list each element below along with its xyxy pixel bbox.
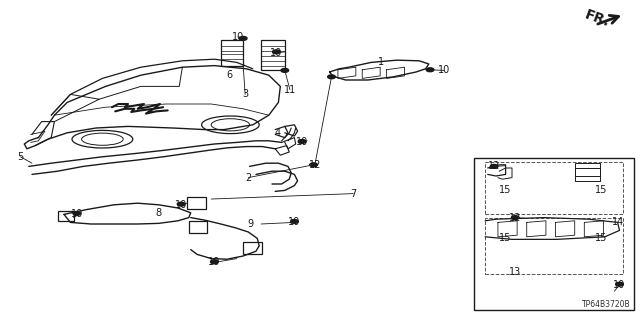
Text: 10: 10 bbox=[70, 209, 83, 219]
Text: 10: 10 bbox=[270, 48, 283, 58]
Text: TP64B3720B: TP64B3720B bbox=[582, 300, 630, 309]
Text: 7: 7 bbox=[350, 188, 356, 199]
Text: 10: 10 bbox=[288, 217, 301, 228]
Text: 12: 12 bbox=[308, 160, 321, 170]
Text: 10: 10 bbox=[438, 65, 451, 76]
Circle shape bbox=[310, 163, 317, 167]
Text: 15: 15 bbox=[595, 185, 608, 196]
Text: 1: 1 bbox=[378, 57, 384, 68]
Bar bbox=[485, 162, 623, 214]
Text: 10: 10 bbox=[296, 137, 308, 148]
Bar bbox=[474, 158, 634, 310]
Text: 4: 4 bbox=[275, 128, 281, 138]
Text: 3: 3 bbox=[242, 89, 248, 100]
Bar bbox=[575, 163, 600, 176]
Circle shape bbox=[426, 68, 434, 72]
Circle shape bbox=[291, 220, 298, 223]
Bar bbox=[485, 218, 623, 274]
Text: 13: 13 bbox=[509, 267, 522, 277]
Circle shape bbox=[73, 212, 81, 215]
Text: 15: 15 bbox=[499, 185, 512, 196]
Text: 6: 6 bbox=[226, 70, 232, 80]
Text: 12: 12 bbox=[509, 212, 522, 223]
Bar bbox=[575, 168, 600, 181]
Bar bbox=[221, 40, 243, 66]
Text: 10: 10 bbox=[232, 32, 244, 42]
Bar bbox=[189, 221, 207, 233]
Circle shape bbox=[511, 216, 519, 220]
Text: 2: 2 bbox=[245, 172, 252, 183]
Text: 15: 15 bbox=[499, 233, 512, 244]
Text: 5: 5 bbox=[17, 152, 24, 162]
Bar bbox=[187, 197, 206, 209]
Circle shape bbox=[298, 140, 306, 143]
Bar bbox=[261, 40, 285, 70]
Text: 10: 10 bbox=[208, 257, 221, 268]
Bar bbox=[58, 211, 74, 221]
Text: 14: 14 bbox=[611, 217, 624, 228]
Circle shape bbox=[490, 164, 498, 168]
Circle shape bbox=[211, 260, 218, 264]
Circle shape bbox=[177, 202, 185, 206]
Text: 11: 11 bbox=[284, 84, 296, 95]
Circle shape bbox=[328, 75, 335, 79]
Circle shape bbox=[273, 50, 280, 54]
Circle shape bbox=[616, 282, 623, 286]
Text: 10: 10 bbox=[613, 280, 626, 290]
Text: 12: 12 bbox=[488, 161, 500, 172]
Bar bbox=[243, 242, 262, 254]
Text: 10: 10 bbox=[175, 200, 188, 210]
Circle shape bbox=[239, 36, 247, 40]
Text: FR.: FR. bbox=[582, 8, 611, 29]
Text: 15: 15 bbox=[595, 233, 608, 244]
Circle shape bbox=[281, 68, 289, 72]
Text: 9: 9 bbox=[248, 219, 254, 229]
Text: 8: 8 bbox=[156, 208, 162, 218]
